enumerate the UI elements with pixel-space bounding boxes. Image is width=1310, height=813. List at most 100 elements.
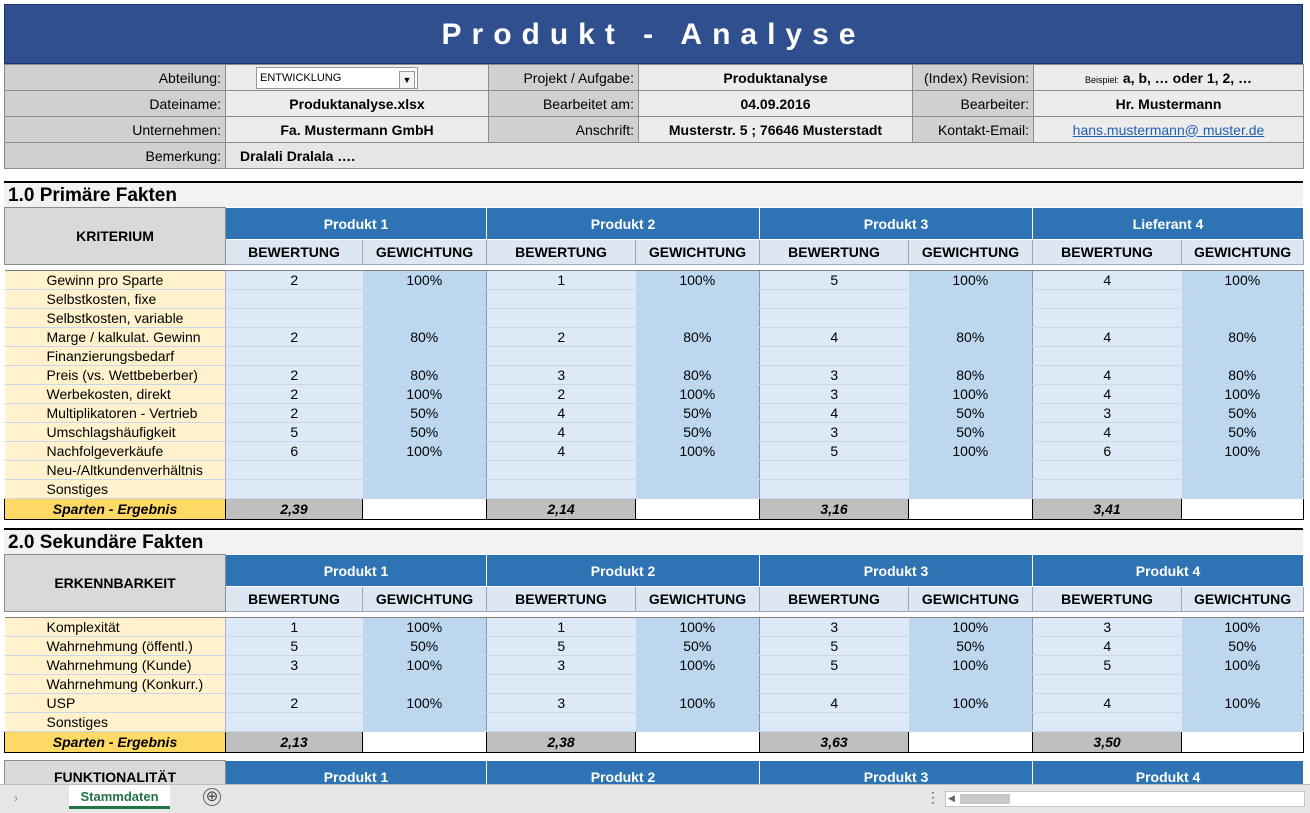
result-value[interactable]: 2,38 [486, 731, 637, 753]
bewertung-cell[interactable]: 3 [759, 384, 909, 404]
sheet-nav-arrow-icon[interactable]: › [14, 791, 18, 805]
bewertung-cell[interactable] [225, 479, 363, 499]
gewichtung-cell[interactable]: 100% [635, 617, 761, 637]
result-value[interactable]: 3,41 [1032, 498, 1183, 520]
gewichtung-cell[interactable]: 50% [1181, 636, 1305, 656]
bewertung-cell[interactable] [759, 460, 909, 480]
bewertung-cell[interactable]: 2 [486, 327, 636, 347]
bewertung-cell[interactable] [1032, 346, 1182, 366]
gewichtung-cell[interactable]: 100% [1181, 270, 1305, 290]
gewichtung-cell[interactable]: 80% [362, 365, 488, 385]
bewertung-cell[interactable]: 4 [1032, 327, 1182, 347]
bewertung-cell[interactable]: 3 [759, 617, 909, 637]
gewichtung-cell[interactable] [362, 712, 488, 732]
bewertung-cell[interactable] [486, 308, 636, 328]
bewertung-cell[interactable] [225, 346, 363, 366]
gewichtung-cell[interactable] [1181, 308, 1305, 328]
gewichtung-cell[interactable] [635, 346, 761, 366]
bewertung-cell[interactable] [759, 289, 909, 309]
bewertung-cell[interactable]: 2 [225, 403, 363, 423]
bewertung-cell[interactable] [759, 346, 909, 366]
bewertung-cell[interactable]: 3 [759, 422, 909, 442]
gewichtung-cell[interactable]: 100% [1181, 384, 1305, 404]
kontakt-cell[interactable]: hans.mustermann@ muster.de [1033, 116, 1304, 143]
revision-cell[interactable]: Beispiel: a, b, … oder 1, 2, … [1033, 64, 1304, 91]
gewichtung-cell[interactable]: 80% [908, 327, 1034, 347]
gewichtung-cell[interactable]: 100% [908, 270, 1034, 290]
bewertung-cell[interactable]: 2 [225, 270, 363, 290]
gewichtung-cell[interactable]: 100% [1181, 693, 1305, 713]
bewertung-cell[interactable]: 4 [759, 693, 909, 713]
bewertung-cell[interactable]: 4 [486, 422, 636, 442]
gewichtung-cell[interactable] [635, 712, 761, 732]
bewertung-cell[interactable]: 4 [759, 327, 909, 347]
bewertung-cell[interactable] [486, 712, 636, 732]
bewertung-cell[interactable]: 4 [1032, 384, 1182, 404]
bewertung-cell[interactable] [225, 712, 363, 732]
result-empty-cell[interactable] [361, 731, 488, 753]
scroll-left-icon[interactable]: ◀ [948, 793, 955, 803]
gewichtung-cell[interactable] [908, 712, 1034, 732]
abteilung-cell[interactable]: ENTWICKLUNG ▼ [225, 64, 489, 91]
gewichtung-cell[interactable] [908, 346, 1034, 366]
gewichtung-cell[interactable] [1181, 712, 1305, 732]
bewertung-cell[interactable]: 5 [225, 636, 363, 656]
bewertung-cell[interactable] [1032, 460, 1182, 480]
bewertung-cell[interactable]: 5 [759, 655, 909, 675]
gewichtung-cell[interactable]: 100% [908, 441, 1034, 461]
gewichtung-cell[interactable]: 50% [635, 403, 761, 423]
gewichtung-cell[interactable]: 50% [635, 422, 761, 442]
bewertung-cell[interactable]: 3 [1032, 403, 1182, 423]
gewichtung-cell[interactable] [1181, 289, 1305, 309]
bewertung-cell[interactable]: 2 [225, 365, 363, 385]
gewichtung-cell[interactable]: 100% [1181, 441, 1305, 461]
gewichtung-cell[interactable] [635, 308, 761, 328]
bewertung-cell[interactable] [486, 346, 636, 366]
gewichtung-cell[interactable] [635, 289, 761, 309]
gewichtung-cell[interactable]: 50% [908, 636, 1034, 656]
bearbeitet-value[interactable]: 04.09.2016 [638, 90, 913, 117]
bewertung-cell[interactable]: 2 [486, 384, 636, 404]
gewichtung-cell[interactable]: 50% [908, 403, 1034, 423]
bewertung-cell[interactable]: 5 [759, 636, 909, 656]
gewichtung-cell[interactable] [635, 479, 761, 499]
bewertung-cell[interactable]: 1 [486, 617, 636, 637]
result-value[interactable]: 2,13 [225, 731, 363, 753]
gewichtung-cell[interactable]: 50% [362, 422, 488, 442]
bewertung-cell[interactable]: 4 [1032, 365, 1182, 385]
gewichtung-cell[interactable]: 50% [1181, 403, 1305, 423]
bewertung-cell[interactable] [1032, 289, 1182, 309]
gewichtung-cell[interactable] [908, 674, 1034, 694]
gewichtung-cell[interactable]: 80% [635, 365, 761, 385]
add-sheet-icon[interactable]: ⊕ [203, 788, 221, 806]
gewichtung-cell[interactable]: 50% [362, 636, 488, 656]
gewichtung-cell[interactable]: 100% [362, 655, 488, 675]
bewertung-cell[interactable] [486, 460, 636, 480]
bewertung-cell[interactable]: 4 [1032, 422, 1182, 442]
gewichtung-cell[interactable]: 80% [635, 327, 761, 347]
bewertung-cell[interactable]: 4 [486, 403, 636, 423]
gewichtung-cell[interactable] [362, 346, 488, 366]
gewichtung-cell[interactable] [635, 460, 761, 480]
gewichtung-cell[interactable]: 100% [362, 270, 488, 290]
gewichtung-cell[interactable]: 100% [635, 270, 761, 290]
gewichtung-cell[interactable]: 100% [635, 441, 761, 461]
gewichtung-cell[interactable]: 80% [908, 365, 1034, 385]
bewertung-cell[interactable]: 5 [759, 441, 909, 461]
bewertung-cell[interactable] [225, 460, 363, 480]
unternehmen-value[interactable]: Fa. Mustermann GmbH [225, 116, 489, 143]
bewertung-cell[interactable] [759, 674, 909, 694]
gewichtung-cell[interactable] [1181, 674, 1305, 694]
gewichtung-cell[interactable] [1181, 346, 1305, 366]
gewichtung-cell[interactable]: 100% [362, 617, 488, 637]
bewertung-cell[interactable]: 3 [486, 693, 636, 713]
result-empty-cell[interactable] [908, 498, 1034, 520]
gewichtung-cell[interactable] [908, 308, 1034, 328]
bewertung-cell[interactable]: 3 [225, 655, 363, 675]
gewichtung-cell[interactable] [362, 289, 488, 309]
bewertung-cell[interactable]: 5 [225, 422, 363, 442]
gewichtung-cell[interactable]: 80% [362, 327, 488, 347]
gewichtung-cell[interactable]: 50% [908, 422, 1034, 442]
gewichtung-cell[interactable] [908, 289, 1034, 309]
gewichtung-cell[interactable] [362, 308, 488, 328]
